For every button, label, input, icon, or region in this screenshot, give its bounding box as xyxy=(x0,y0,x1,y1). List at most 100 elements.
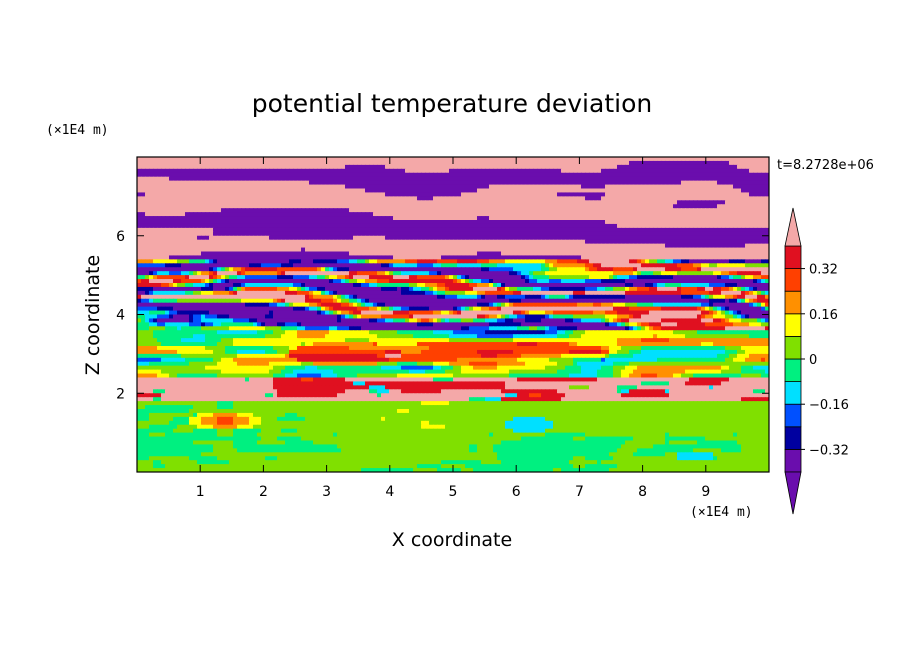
heatmap-cell xyxy=(737,168,742,174)
heatmap-cell xyxy=(141,160,146,166)
heatmap-cell xyxy=(165,227,170,233)
heatmap-cell xyxy=(369,247,374,253)
heatmap-cell xyxy=(225,204,230,209)
heatmap-cell xyxy=(441,160,446,166)
heatmap-cell xyxy=(425,231,430,237)
heatmap-cell xyxy=(293,251,298,257)
heatmap-cell xyxy=(757,184,762,190)
heatmap-cell xyxy=(661,172,666,178)
heatmap-cell xyxy=(761,263,766,268)
heatmap-cell xyxy=(245,223,250,229)
heatmap-cell xyxy=(273,172,278,178)
heatmap-cell xyxy=(317,176,322,182)
heatmap-cell xyxy=(565,227,570,233)
heatmap-cell xyxy=(373,247,378,253)
heatmap-cell xyxy=(341,180,346,186)
heatmap-cell xyxy=(333,227,338,233)
heatmap-cell xyxy=(253,188,258,194)
heatmap-cell xyxy=(365,176,370,182)
heatmap-cell xyxy=(585,267,590,272)
heatmap-cell xyxy=(545,251,550,257)
heatmap-cell xyxy=(249,275,254,280)
heatmap-cell xyxy=(313,247,318,253)
heatmap-cell xyxy=(765,259,769,264)
heatmap-cell xyxy=(253,255,258,260)
heatmap-cell xyxy=(709,235,714,241)
heatmap-cell xyxy=(393,243,398,249)
heatmap-cell xyxy=(469,160,474,166)
heatmap-cell xyxy=(549,243,554,249)
heatmap-cell xyxy=(325,188,330,194)
heatmap-cell xyxy=(577,172,582,178)
heatmap-cell xyxy=(465,247,470,253)
heatmap-cell xyxy=(297,192,302,197)
heatmap-cell xyxy=(225,176,230,182)
heatmap-cell xyxy=(557,216,562,221)
heatmap-cell xyxy=(605,235,610,241)
heatmap-cell xyxy=(341,251,346,257)
heatmap-cell xyxy=(329,172,334,178)
heatmap-cell xyxy=(337,157,342,162)
heatmap-cell xyxy=(213,200,218,205)
heatmap-cell xyxy=(693,157,698,162)
heatmap-cell xyxy=(281,176,286,182)
heatmap-cell xyxy=(293,172,298,178)
heatmap-cell xyxy=(245,176,250,182)
heatmap-cell xyxy=(393,247,398,253)
heatmap-cell xyxy=(557,259,562,264)
heatmap-cell xyxy=(353,271,358,276)
heatmap-cell xyxy=(693,180,698,186)
heatmap-cell xyxy=(497,251,502,257)
heatmap-cell xyxy=(153,204,158,209)
heatmap-cell xyxy=(545,180,550,186)
heatmap-cell xyxy=(425,267,430,272)
heatmap-cell xyxy=(361,279,366,284)
heatmap-cell xyxy=(585,192,590,197)
heatmap-cell xyxy=(429,223,434,229)
heatmap-cell xyxy=(605,204,610,209)
heatmap-cell xyxy=(389,172,394,178)
heatmap-cell xyxy=(713,263,718,268)
heatmap-cell xyxy=(321,216,326,221)
heatmap-cell xyxy=(717,259,722,264)
heatmap-cell xyxy=(597,180,602,186)
heatmap-cell xyxy=(481,251,486,257)
heatmap-cell xyxy=(177,231,182,237)
heatmap-cell xyxy=(629,243,634,249)
heatmap-cell xyxy=(389,243,394,249)
heatmap-cell xyxy=(433,192,438,197)
heatmap-cell xyxy=(733,239,738,245)
heatmap-cell xyxy=(653,267,658,272)
heatmap-cell xyxy=(385,263,390,268)
heatmap-cell xyxy=(309,235,314,241)
heatmap-cell xyxy=(369,227,374,233)
heatmap-cell xyxy=(281,212,286,217)
heatmap-cell xyxy=(481,247,486,253)
heatmap-cell xyxy=(653,216,658,221)
heatmap-cell xyxy=(205,164,210,170)
heatmap-cell xyxy=(577,227,582,233)
heatmap-cell xyxy=(413,259,418,264)
heatmap-cell xyxy=(337,188,342,194)
heatmap-cell xyxy=(581,208,586,213)
heatmap-cell xyxy=(713,216,718,221)
heatmap-cell xyxy=(729,180,734,186)
heatmap-cell xyxy=(549,160,554,166)
heatmap-cell xyxy=(249,180,254,186)
heatmap-cell xyxy=(197,271,202,276)
heatmap-cell xyxy=(169,243,174,249)
heatmap-cell xyxy=(349,200,354,205)
heatmap-cell xyxy=(513,279,518,284)
heatmap-cell xyxy=(257,188,262,194)
heatmap-cell xyxy=(393,231,398,237)
heatmap-cell xyxy=(497,212,502,217)
heatmap-cell xyxy=(357,196,362,201)
heatmap-cell xyxy=(417,239,422,245)
heatmap-cell xyxy=(477,235,482,241)
heatmap-cell xyxy=(221,239,226,245)
heatmap-cell xyxy=(725,227,730,233)
heatmap-cell xyxy=(601,255,606,260)
heatmap-cell xyxy=(561,255,566,260)
heatmap-cell xyxy=(693,168,698,174)
heatmap-cell xyxy=(593,180,598,186)
